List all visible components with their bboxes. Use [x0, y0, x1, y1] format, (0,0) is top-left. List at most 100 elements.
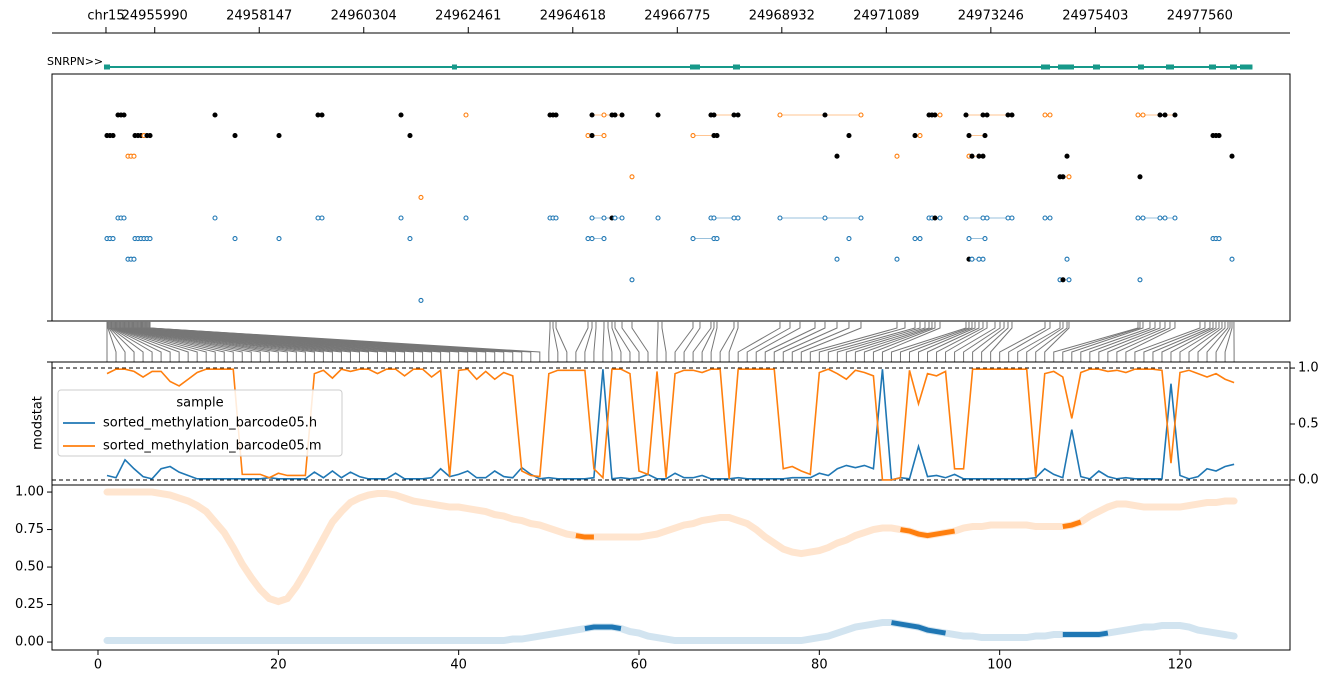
cpg-connector — [737, 321, 781, 362]
cpg-call — [1162, 112, 1168, 118]
cpg-connector — [791, 321, 850, 362]
cpg-call — [714, 133, 720, 139]
cpg-connector — [115, 321, 198, 362]
highlight — [584, 624, 622, 632]
cpg-call — [937, 112, 943, 118]
cpg-call — [589, 133, 595, 139]
cpg-call — [121, 112, 127, 118]
cpg-connector — [728, 321, 739, 362]
cpg-connector — [107, 321, 117, 362]
cpg-call — [1157, 215, 1163, 221]
x-tick-label: 24962461 — [435, 9, 501, 24]
cpg-call — [937, 215, 943, 221]
y-tick-label: 1.00 — [15, 485, 44, 500]
cpg-connector — [661, 321, 667, 362]
cpg-call — [1162, 215, 1168, 221]
cpg-call — [963, 112, 969, 118]
cpg-connector — [674, 321, 694, 362]
x-tick-label: 24960304 — [331, 9, 397, 24]
cpg-connector — [602, 321, 605, 362]
cpg-call — [976, 153, 982, 159]
cpg-connector — [773, 321, 826, 362]
cpg-call — [1172, 112, 1178, 118]
cpg-call — [121, 215, 127, 221]
cpg-connector — [890, 321, 967, 362]
cpg-call — [319, 215, 325, 221]
cpg-connector — [611, 321, 622, 362]
cpg-connector — [1107, 321, 1166, 362]
exon — [732, 64, 740, 70]
cpg-call — [589, 112, 595, 118]
cpg-connector — [1152, 321, 1211, 362]
cpg-call — [612, 112, 618, 118]
x-tick-label: 24975403 — [1062, 9, 1128, 24]
cpg-call — [212, 112, 218, 118]
reads-frame — [51, 73, 1291, 322]
exon — [689, 64, 700, 70]
cpg-connector — [555, 321, 568, 362]
cpg-call — [1140, 215, 1146, 221]
cpg-call — [315, 215, 321, 221]
cpg-call — [589, 215, 595, 221]
cpg-connector — [1170, 321, 1217, 362]
cpg-call — [932, 112, 938, 118]
cpg-call — [980, 153, 986, 159]
cpg-call — [834, 153, 840, 159]
cpg-call — [966, 133, 972, 139]
cpg-connector — [119, 321, 243, 362]
cpg-call — [601, 215, 607, 221]
cpg-call — [601, 133, 607, 139]
cpg-call — [232, 236, 238, 242]
cpg-call — [319, 112, 325, 118]
cpg-call — [553, 215, 559, 221]
cpg-connector — [764, 321, 816, 362]
cpg-call — [834, 256, 840, 262]
cpg-call — [407, 236, 413, 242]
cpg-call — [822, 215, 828, 221]
cpg-connector — [607, 321, 613, 362]
cpg-call — [1229, 256, 1235, 262]
cpg-call — [232, 133, 238, 139]
cpg-call — [980, 112, 986, 118]
cpg-connector — [1008, 321, 1051, 362]
cpg-connector — [614, 321, 631, 362]
cpg-call — [463, 112, 469, 118]
cpg-call — [601, 112, 607, 118]
cpg-connector — [990, 321, 1013, 362]
x-tick-label: 80 — [811, 658, 828, 673]
x-tick-label: 24964618 — [540, 9, 606, 24]
exon — [1208, 64, 1217, 70]
smooth-line — [103, 488, 1238, 606]
cpg-call — [1005, 215, 1011, 221]
cpg-connector — [1071, 321, 1144, 362]
cpg-connector — [1125, 321, 1176, 362]
cpg-call — [398, 215, 404, 221]
cpg-call — [418, 194, 424, 200]
cpg-call — [777, 215, 783, 221]
cpg-call — [731, 112, 737, 118]
highlight — [1062, 630, 1109, 638]
y-tick-label: 0.50 — [15, 560, 44, 575]
cpg-call — [1137, 174, 1143, 180]
cpg-call — [1047, 112, 1053, 118]
cpg-call — [822, 112, 828, 118]
exon — [1092, 64, 1101, 70]
x-tick-label: 24958147 — [226, 9, 292, 24]
cpg-call — [980, 256, 986, 262]
cpg-call — [585, 133, 591, 139]
x-tick-label: 24973246 — [958, 9, 1024, 24]
cpg-connector — [113, 321, 180, 362]
cpg-call — [1140, 112, 1146, 118]
cpg-call — [858, 215, 864, 221]
cpg-connector — [954, 321, 996, 362]
cpg-call — [601, 236, 607, 242]
exon — [1239, 64, 1253, 70]
cpg-connector — [710, 321, 718, 362]
cpg-call — [917, 133, 923, 139]
y-tick-label: 1.0 — [1298, 361, 1319, 376]
cpg-call — [110, 236, 116, 242]
cpg-connector — [1044, 321, 1070, 362]
cpg-connector — [1026, 321, 1064, 362]
x-tick-label: chr15 — [87, 9, 124, 24]
cpg-connector — [1215, 321, 1231, 362]
